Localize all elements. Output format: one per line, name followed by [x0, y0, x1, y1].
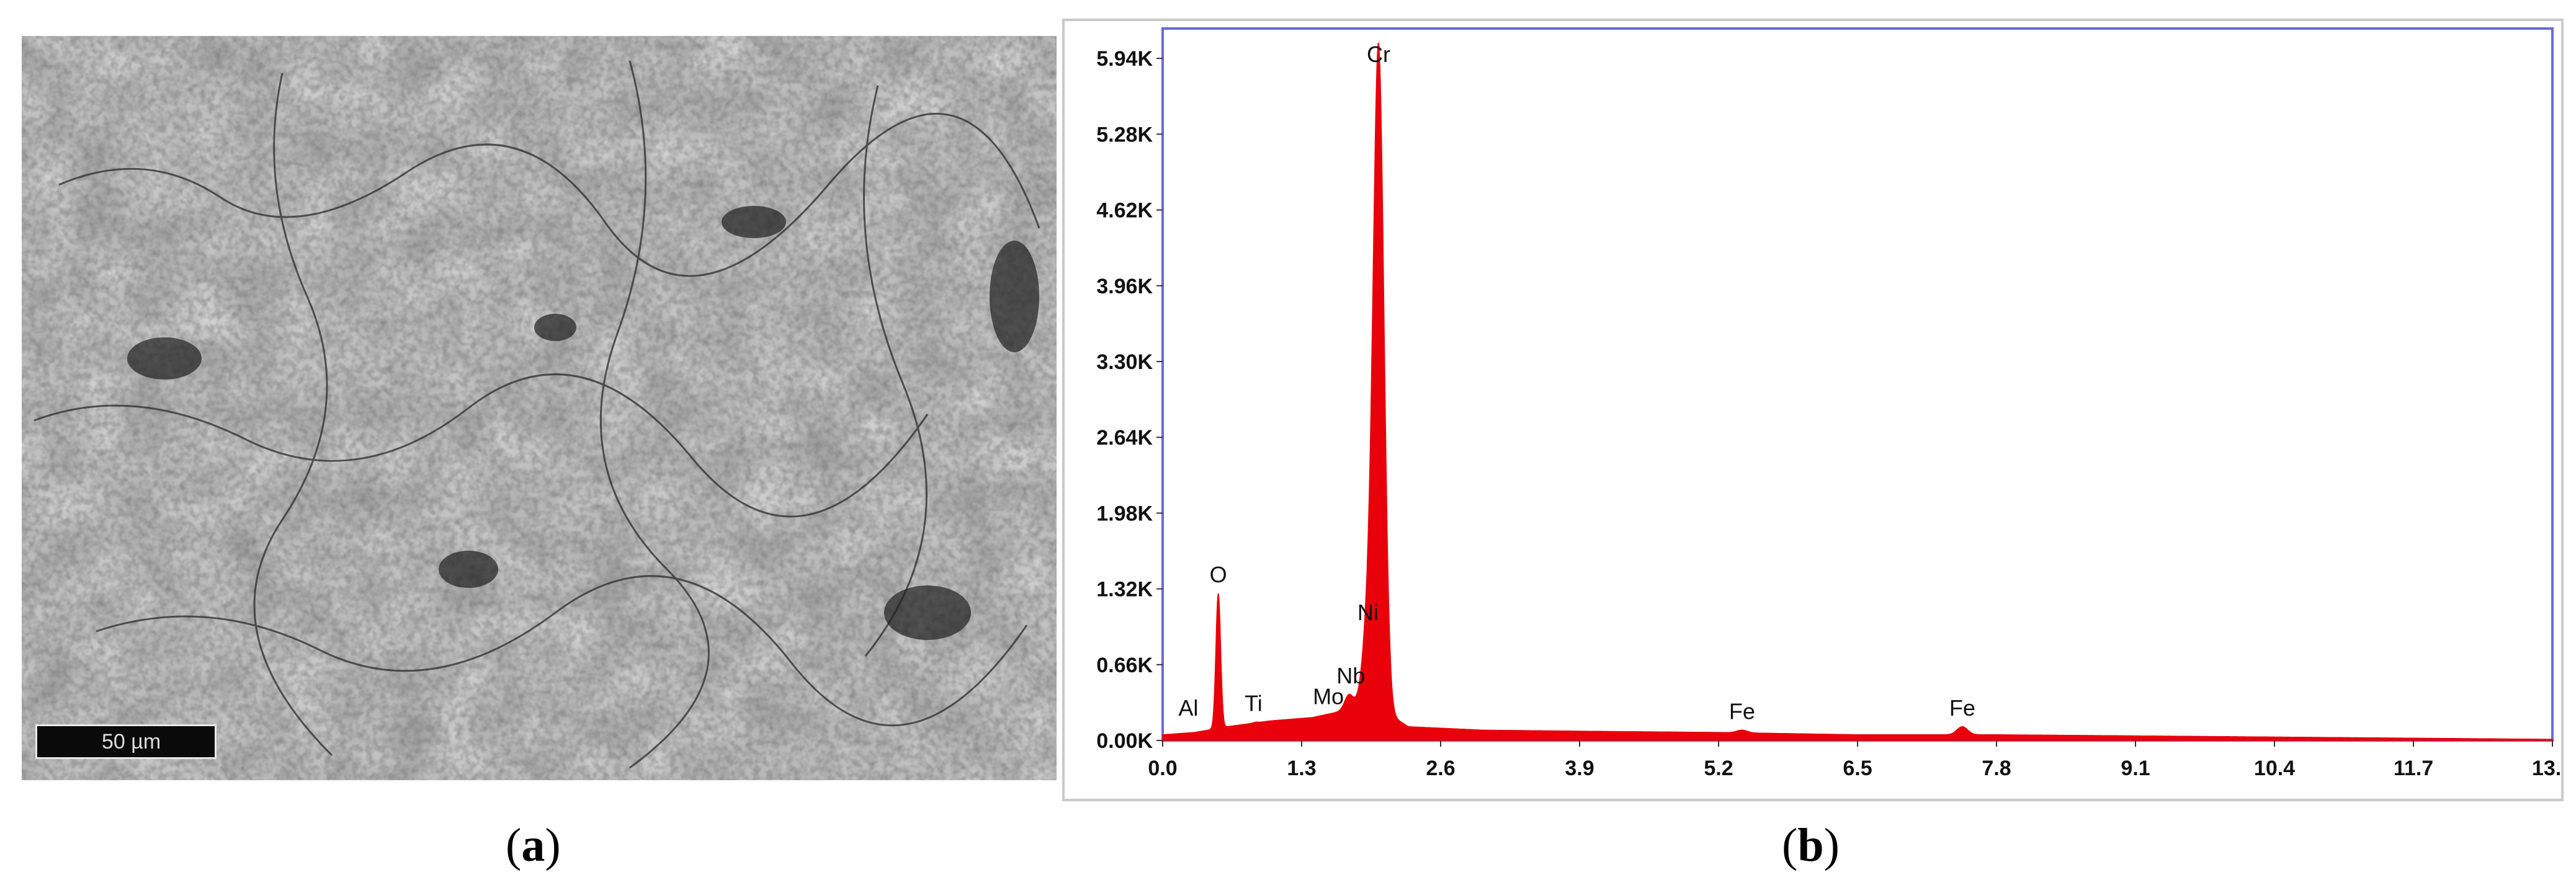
plot-frame [1161, 27, 2554, 742]
x-tick-label-10: 13.0 [2532, 757, 2561, 780]
peak-label-o-1: O [1210, 562, 1227, 587]
y-tick-label-8: 5.28K [1096, 123, 1153, 146]
x-tick-label-4: 5.2 [1704, 757, 1733, 780]
y-tick-label-7: 4.62K [1096, 199, 1153, 223]
peak-label-al-0: Al [1178, 695, 1198, 721]
x-tick-label-9: 11.7 [2394, 757, 2433, 780]
scale-bar-label: 50 µm [102, 730, 161, 753]
sem-micrograph: 50 µm [22, 36, 1057, 780]
y-tick-label-2: 1.32K [1096, 578, 1153, 602]
y-tick-label-3: 1.98K [1096, 502, 1153, 525]
x-tick-label-2: 2.6 [1426, 757, 1455, 780]
micrograph-texture [22, 36, 1057, 780]
y-tick-label-4: 2.64K [1096, 426, 1153, 450]
y-tick-label-9: 5.94K [1096, 47, 1153, 71]
y-tick-label-5: 3.30K [1096, 350, 1153, 374]
caption-a: (a) [506, 819, 561, 871]
spectrum-series [1162, 42, 2553, 741]
x-tick-label-0: 0.0 [1148, 757, 1177, 780]
peak-label-mo-3: Mo [1313, 683, 1344, 709]
peak-label-fe-8: Fe [1949, 695, 1975, 721]
y-tick-label-1: 0.66K [1096, 654, 1153, 677]
y-tick-label-6: 3.96K [1096, 275, 1153, 298]
caption-a-letter: a [521, 819, 545, 871]
x-tick-label-8: 10.4 [2254, 757, 2295, 780]
peak-label-fe-7: Fe [1729, 698, 1755, 724]
x-tick-label-6: 7.8 [1982, 757, 2011, 780]
caption-b: (b) [1782, 819, 1840, 871]
x-tick-label-5: 6.5 [1843, 757, 1872, 780]
peak-label-nb-4: Nb [1336, 663, 1365, 688]
eds-spectrum-panel: Al O Ti Mo Nb Ni Cr Fe Fe 0.00K 0.66K 1.32K 1.98K 2.6… [1062, 19, 2564, 801]
peak-label-ni-5: Ni [1357, 600, 1379, 625]
x-tick-label-3: 3.9 [1565, 757, 1594, 780]
peak-label-cr-6: Cr [1367, 42, 1390, 67]
scale-bar: 50 µm [35, 724, 217, 759]
x-tick-label-1: 1.3 [1287, 757, 1316, 780]
caption-b-letter: b [1797, 819, 1824, 871]
peak-label-ti-2: Ti [1245, 690, 1263, 716]
y-tick-label-0: 0.00K [1096, 729, 1153, 753]
x-tick-label-7: 9.1 [2121, 757, 2150, 780]
